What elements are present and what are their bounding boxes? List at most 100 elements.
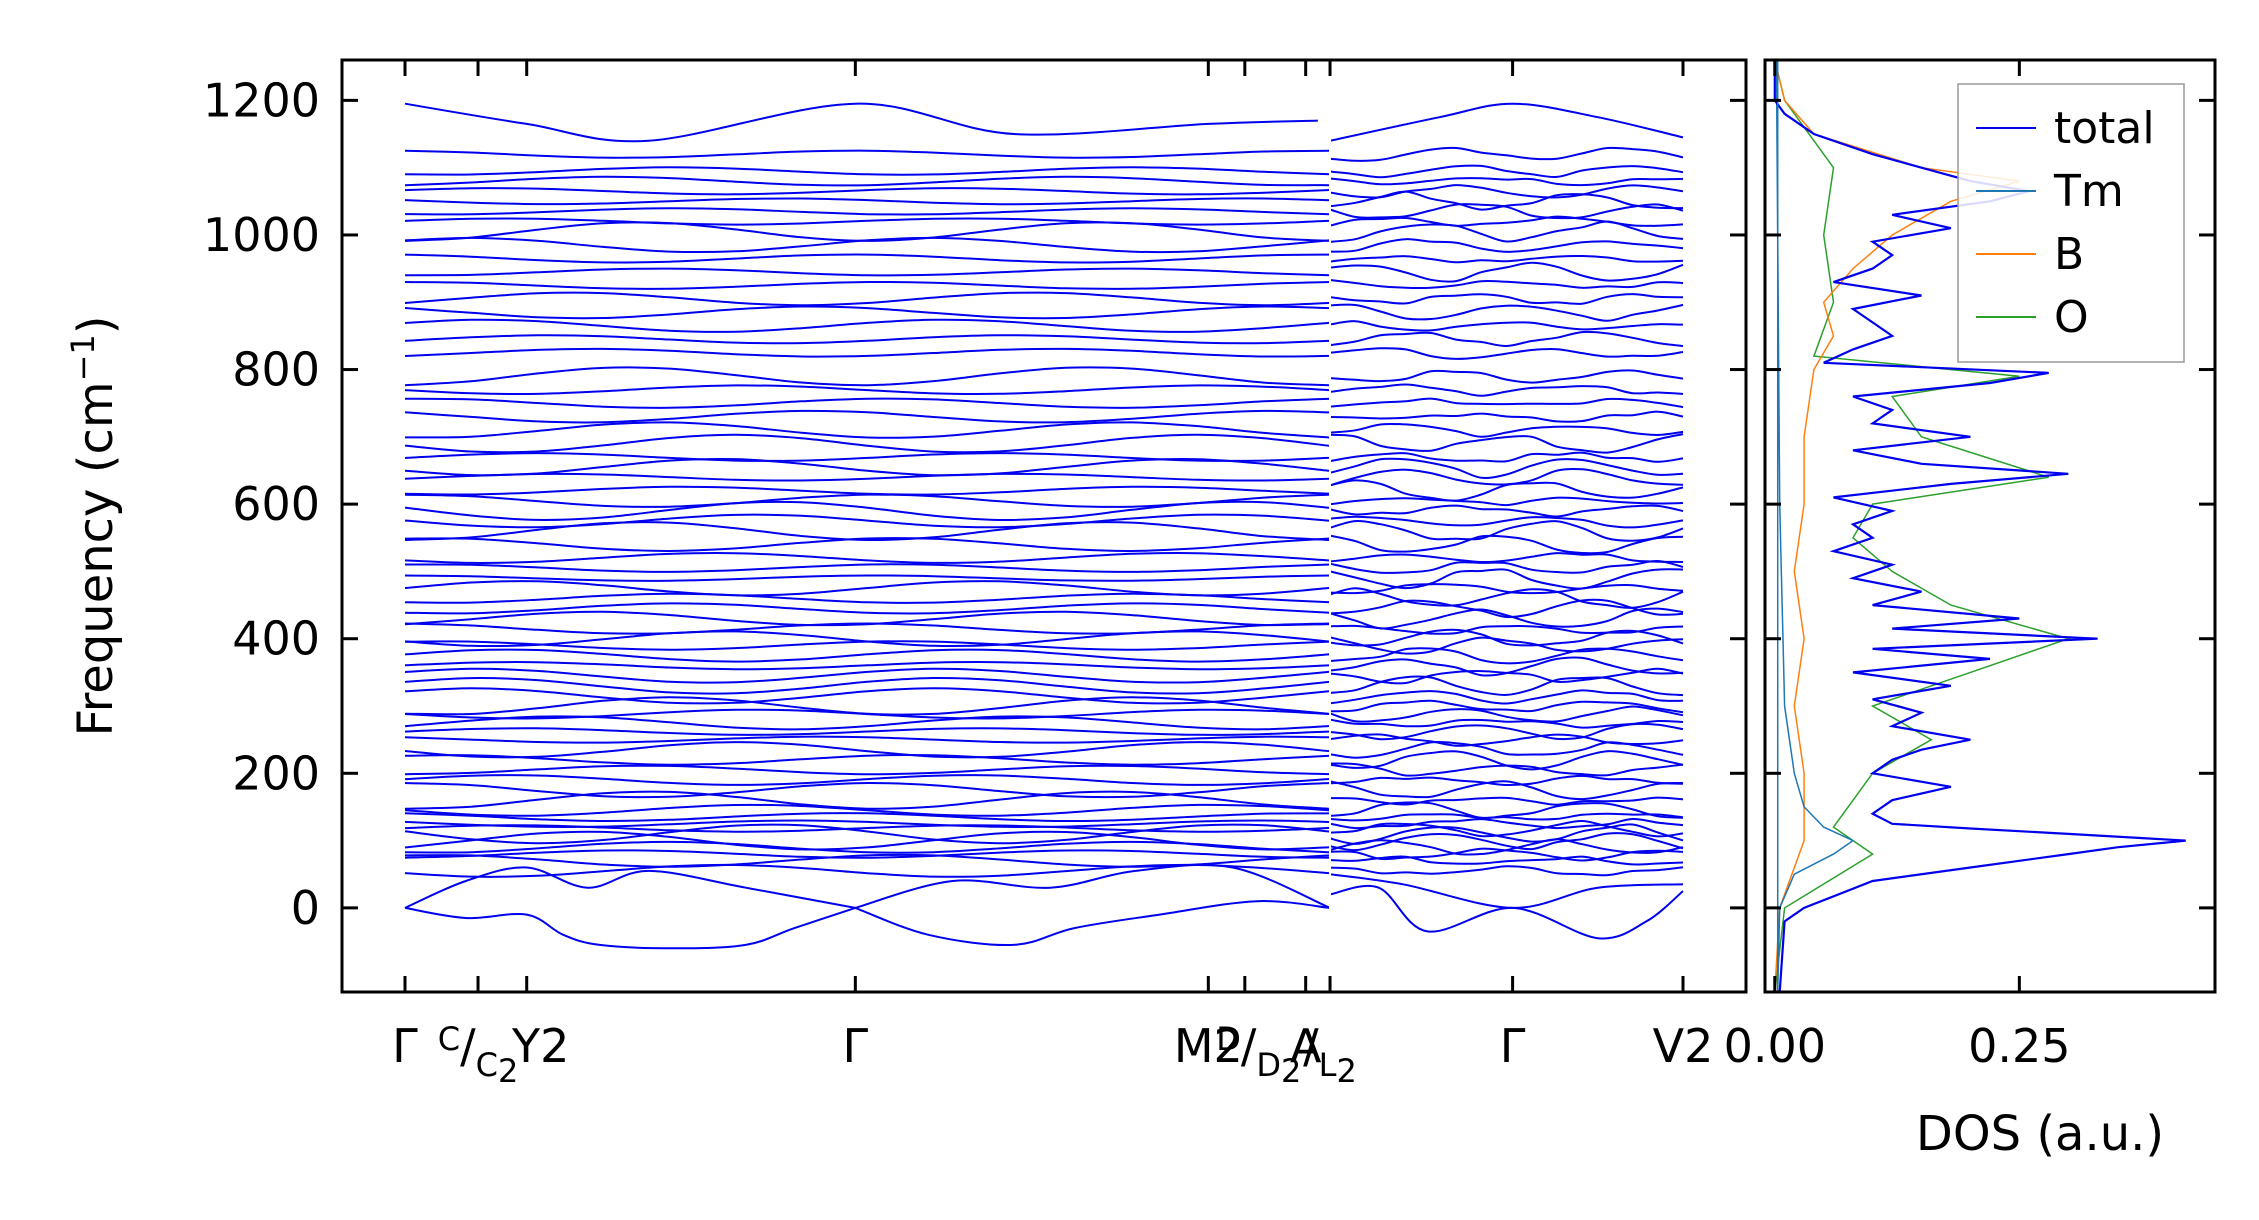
y-axis-title-sup: −1 [64, 334, 102, 381]
y-tick-label: 1200 [203, 73, 320, 127]
band-line [1329, 675, 1684, 697]
band-line [404, 221, 1331, 242]
legend-box [1957, 83, 2185, 363]
x-tick-label-part: Γ [1500, 1019, 1526, 1073]
acoustic-soft-branch-1 [404, 906, 856, 950]
x-tick-label-part: Γ [392, 1019, 418, 1073]
band-line [1329, 330, 1684, 348]
band-line [404, 166, 1331, 176]
band-line [1329, 422, 1684, 438]
dos-x-tick-label: 0.00 [1724, 1019, 1826, 1073]
band-line [404, 187, 1331, 196]
band-line [404, 661, 1331, 671]
dos-x-tick-label: 0.25 [1968, 1019, 2070, 1073]
x-tick-label: V2 [1653, 1019, 1714, 1073]
band-line [1329, 320, 1684, 332]
band-line [1329, 504, 1684, 518]
band-line [1329, 215, 1684, 227]
y-axis-title: Frequency (cm−1) [64, 315, 124, 736]
band-line [1329, 534, 1684, 555]
band-line [404, 175, 1331, 187]
x-tick-label-part: D [1256, 1046, 1281, 1084]
band-line [404, 824, 1331, 833]
band-line [404, 280, 1331, 290]
band-line [404, 521, 1331, 542]
band-line [1329, 865, 1684, 877]
band-line [404, 812, 1331, 823]
x-tick-label: Γ [1500, 1019, 1526, 1073]
x-tick-label: M2 [1174, 1019, 1243, 1073]
band-line [1329, 383, 1684, 397]
band-line [1329, 559, 1684, 574]
band-line [404, 457, 1331, 477]
band-line [404, 421, 1331, 439]
band-line [404, 253, 1331, 264]
band-line [404, 754, 1331, 766]
band-line [404, 433, 1331, 454]
band-line [404, 741, 1331, 759]
x-tick-label-part: Y [511, 1019, 541, 1073]
y-tick-label: 600 [232, 477, 320, 531]
dos-panel: 0.00 0.25 DOS (a.u.) total Tm BO [1724, 58, 2217, 1162]
x-tick-label-part: L [1319, 1046, 1337, 1084]
band-line [1329, 796, 1684, 806]
band-line [404, 803, 1331, 817]
band-line [1329, 238, 1684, 253]
band-line [404, 610, 1331, 627]
band-line [1329, 279, 1684, 289]
band-line [1329, 647, 1684, 665]
x-tick-label-part: 2 [1214, 1019, 1243, 1073]
band-line [404, 197, 1331, 206]
top-branch [404, 102, 1318, 143]
band-line [1329, 832, 1684, 852]
band-line [1329, 823, 1684, 845]
band-line [404, 500, 1331, 522]
band-line [1329, 261, 1684, 283]
dos-axis-ticks: 0.00 0.25 [1724, 60, 2215, 1073]
band-line [1329, 568, 1684, 590]
legend-label-total: total [2054, 103, 2155, 154]
band-line [1329, 303, 1684, 322]
band-line [1329, 552, 1684, 564]
band-line [1329, 496, 1684, 507]
band-line [404, 774, 1331, 786]
x-tick-label: Γ [392, 1019, 418, 1073]
band-line [404, 563, 1331, 573]
band-line [1329, 598, 1684, 619]
legend: total Tm BO [1957, 83, 2185, 363]
x-tick-label-part: / [1241, 1019, 1257, 1073]
band-line [404, 630, 1331, 648]
legend-label-b: B [2054, 229, 2084, 280]
x-tick-label-part: C [476, 1046, 498, 1084]
band-line [404, 472, 1331, 482]
acoustic-branch-5 [1329, 884, 1684, 940]
x-tick-label-part: 2 [540, 1019, 569, 1073]
x-tick-label: A [1290, 1019, 1322, 1073]
y-tick-label: 1000 [203, 208, 320, 262]
band-line [404, 727, 1331, 736]
dos-line-total [1773, 60, 2186, 993]
band-line [1329, 587, 1684, 609]
band-line [404, 305, 1331, 320]
band-line [404, 384, 1331, 396]
band-line [1329, 812, 1684, 822]
band-line [1329, 519, 1684, 542]
band-line [1329, 628, 1684, 647]
x-tick-label-part: 2 [498, 1052, 518, 1090]
band-line [404, 715, 1331, 731]
top-branch-2 [1329, 102, 1684, 142]
band-line [404, 764, 1331, 776]
band-line [1329, 583, 1684, 595]
y-axis-title-close: ) [68, 315, 124, 334]
band-line [404, 267, 1331, 277]
band-line [404, 334, 1331, 345]
band-line [1329, 817, 1684, 830]
x-tick-label-part: 2 [1684, 1019, 1713, 1073]
band-line [1329, 607, 1684, 630]
band-line [1329, 780, 1684, 801]
band-line [1329, 220, 1684, 243]
band-line [404, 580, 1331, 597]
x-tick-label: C/C2 [438, 1019, 519, 1090]
